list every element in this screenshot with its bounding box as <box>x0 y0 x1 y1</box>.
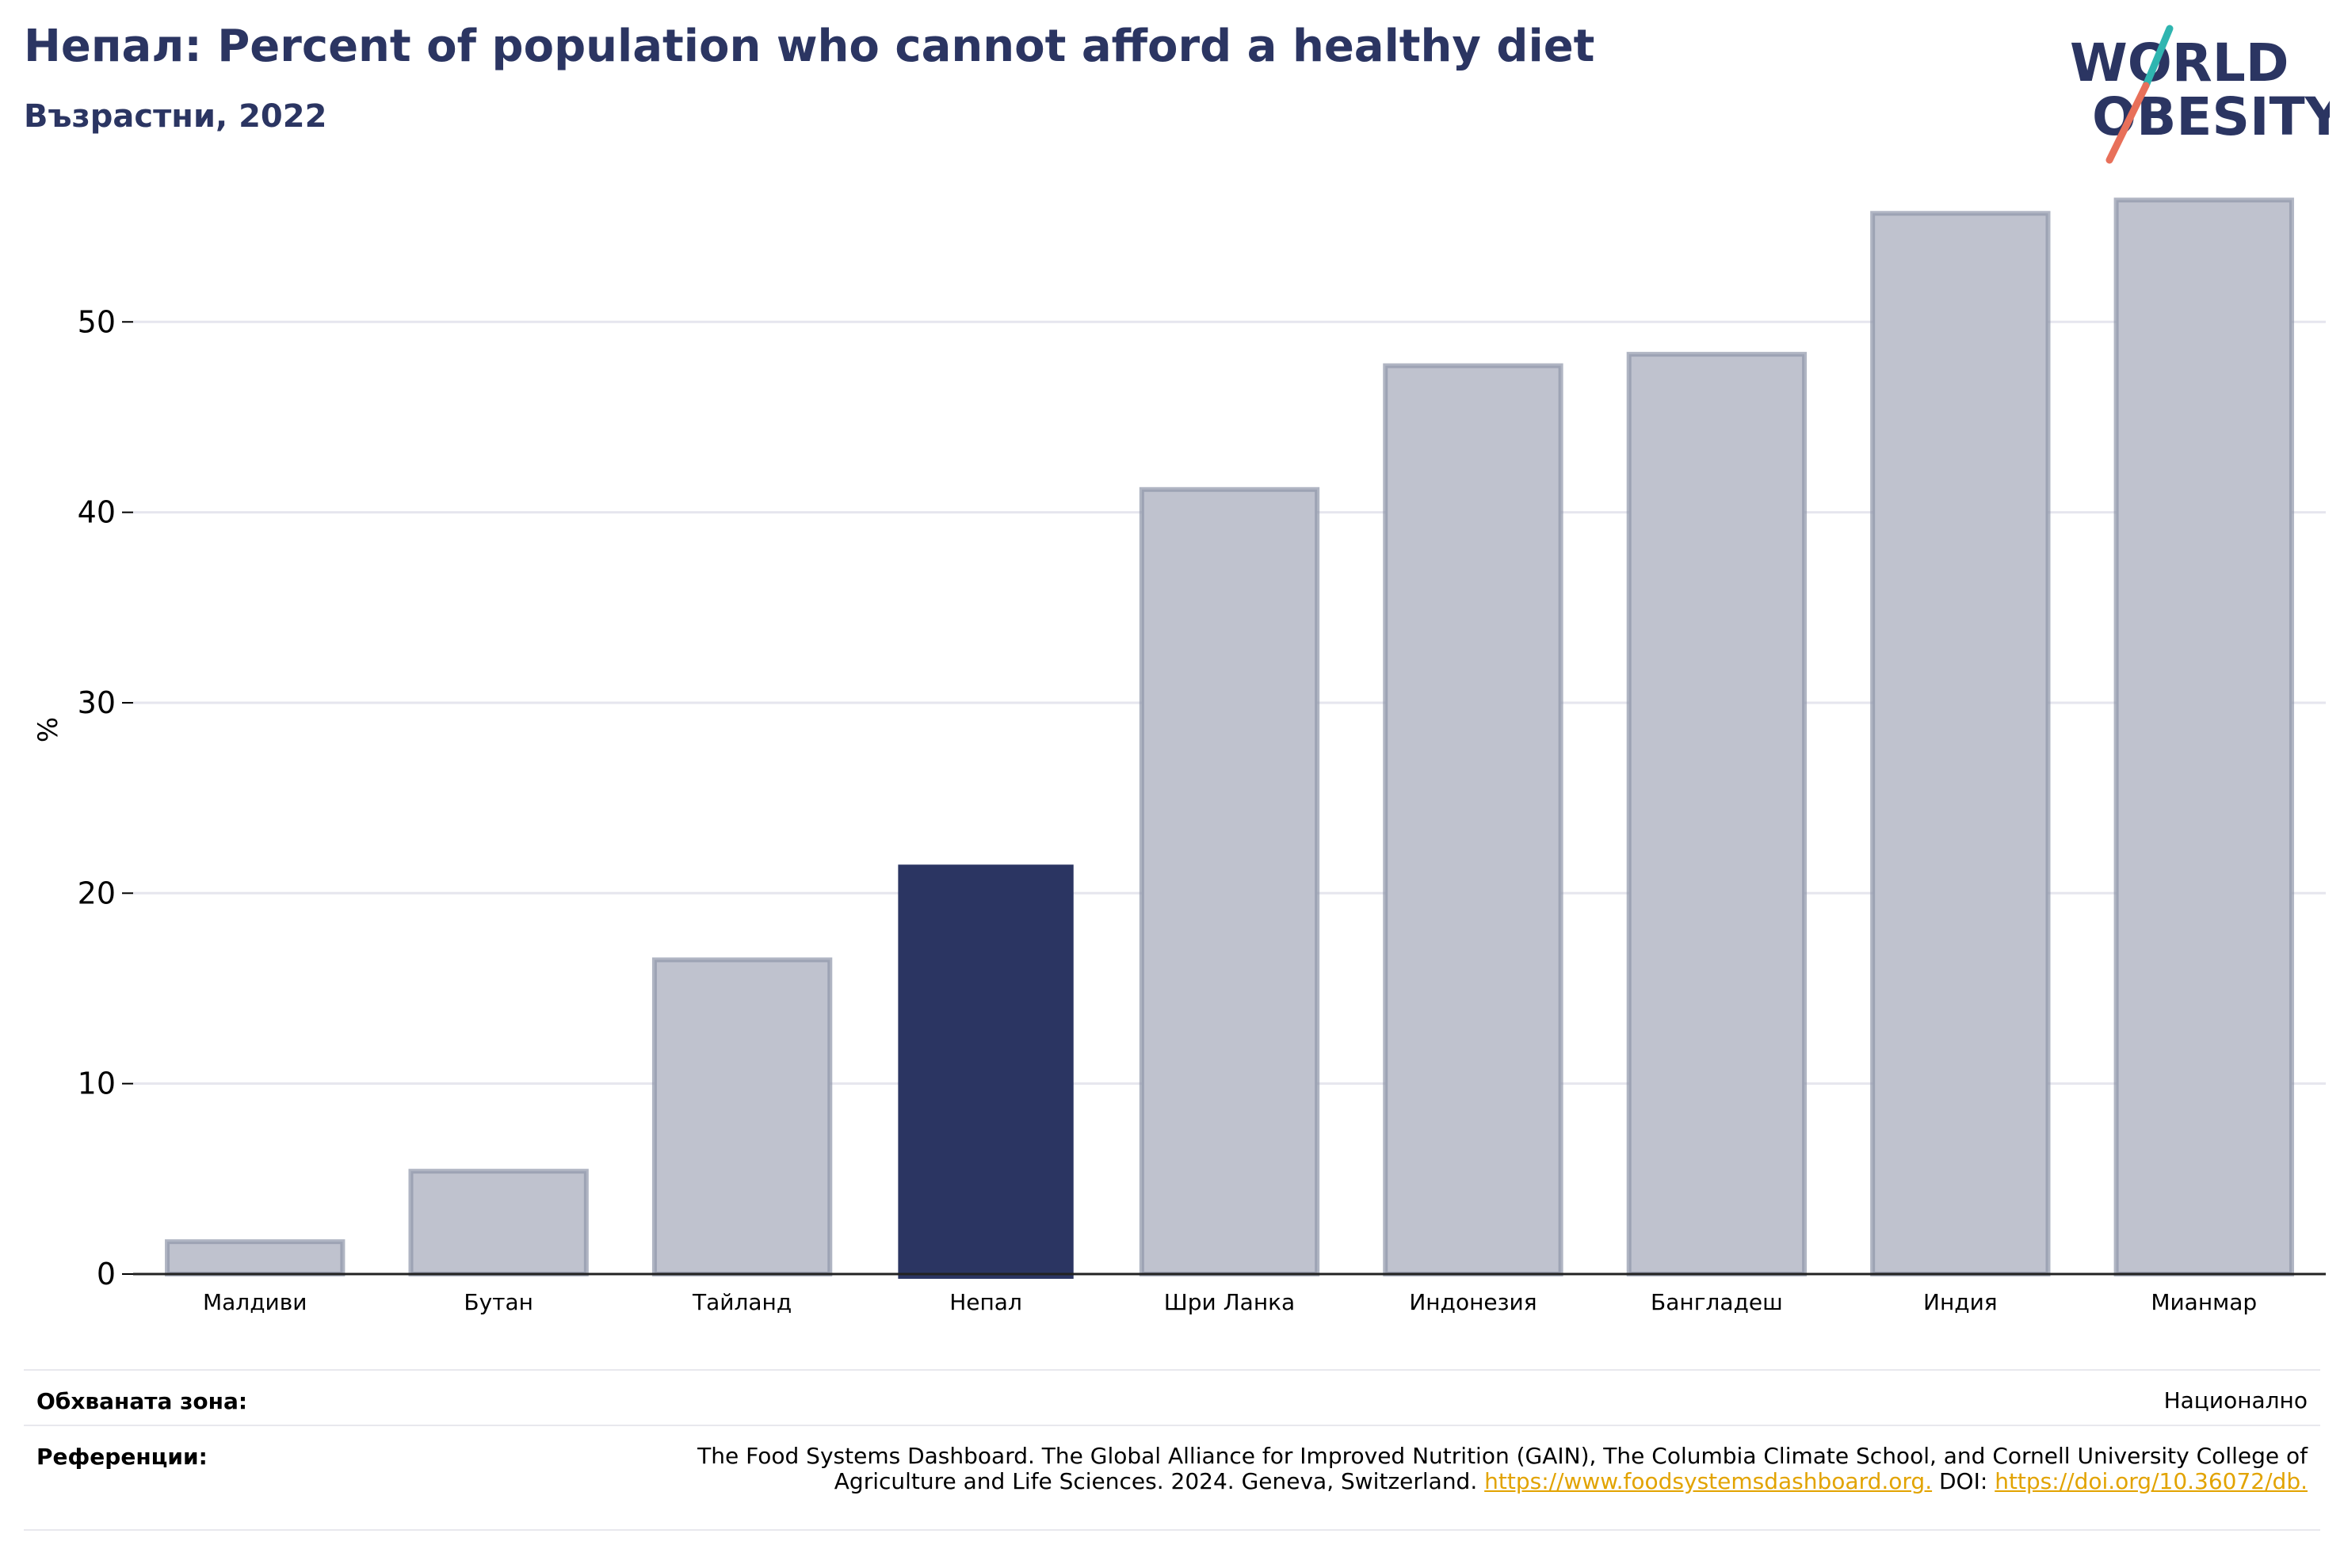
y-tick-label: 40 <box>78 495 116 530</box>
x-tick-label: Малдиви <box>203 1289 307 1315</box>
footer-divider-top <box>24 1369 2320 1371</box>
bar <box>651 957 833 1276</box>
logo-slash-teal <box>2142 25 2174 90</box>
logo-slash-coral <box>2105 82 2150 164</box>
y-tick-label: 50 <box>78 304 116 339</box>
footer-divider-middle <box>24 1425 2320 1426</box>
x-tick-label: Индонезия <box>1409 1289 1537 1315</box>
y-tick-label: 0 <box>97 1257 116 1291</box>
footer-divider-bottom <box>24 1529 2320 1531</box>
y-tick-label: 30 <box>78 685 116 720</box>
x-tick-label: Непал <box>949 1289 1022 1315</box>
bar <box>165 1239 345 1276</box>
x-tick-label: Мианмар <box>2151 1289 2257 1315</box>
x-tick-label: Бутан <box>464 1289 533 1315</box>
x-tick-label: Бангладеш <box>1651 1289 1783 1315</box>
references-link-dashboard[interactable]: https://www.foodsystemsdashboard.org. <box>1484 1468 1933 1494</box>
bar <box>898 864 1074 1279</box>
x-tick-label: Индия <box>1923 1289 1998 1315</box>
bar <box>408 1169 589 1276</box>
logo-text-world: WORLD <box>2070 32 2289 93</box>
references-link-doi[interactable]: https://doi.org/10.36072/db. <box>1995 1468 2308 1494</box>
coverage-value: Национално <box>2163 1387 2308 1413</box>
references-doi-label: DOI: <box>1939 1468 1988 1494</box>
y-axis-label: % <box>32 717 64 742</box>
bar <box>1383 363 1563 1276</box>
world-obesity-logo: WORLD OBESITY <box>2070 25 2330 164</box>
bar <box>1870 211 2051 1276</box>
references-text: The Food Systems Dashboard. The Global A… <box>697 1443 2308 1494</box>
references-label: Референции: <box>36 1444 208 1470</box>
x-tick-label: Шри Ланка <box>1164 1289 1295 1315</box>
x-tick-label: Тайланд <box>692 1289 792 1315</box>
chart-title: Непал: Percent of population who cannot … <box>24 21 1595 72</box>
bar <box>1139 486 1320 1276</box>
chart-subtitle: Възрастни, 2022 <box>24 98 327 135</box>
references-text-block: The Food Systems Dashboard. The Global A… <box>683 1444 2308 1494</box>
y-tick-label: 20 <box>78 876 116 910</box>
bar <box>2113 197 2294 1276</box>
bar <box>1626 352 1808 1276</box>
coverage-label: Обхваната зона: <box>36 1388 248 1414</box>
y-tick-label: 10 <box>78 1066 116 1101</box>
bar-chart: 0 10 20 30 40 50% Малдиви Бутан Тайланд Непал Шри … <box>32 197 2326 1315</box>
